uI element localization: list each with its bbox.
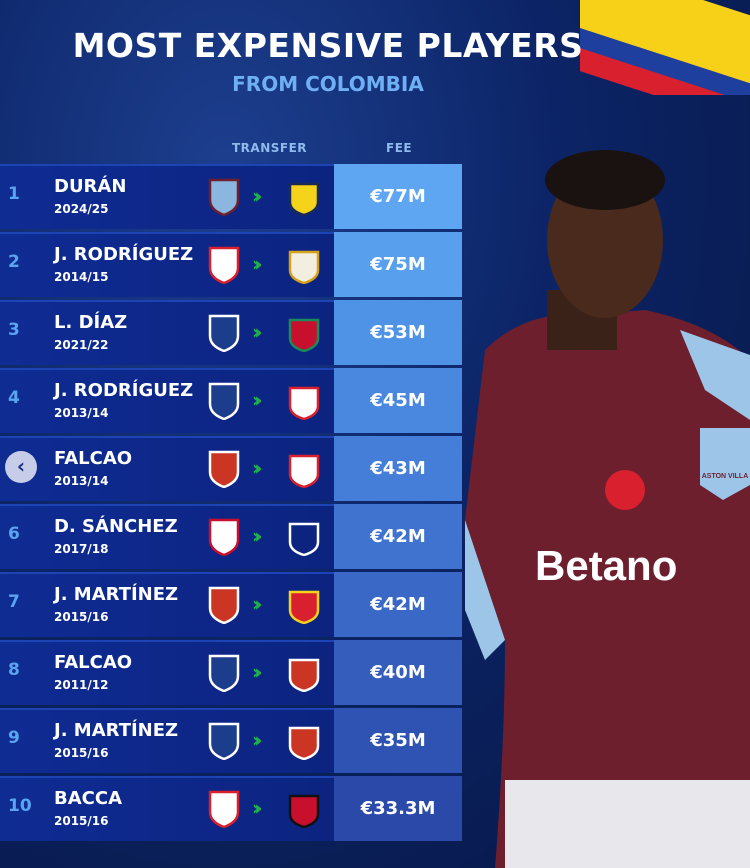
header-fee: FEE xyxy=(386,141,413,155)
to-club-crest-icon xyxy=(288,726,320,760)
transfer-fee: €33.3M xyxy=(334,776,462,841)
rank: 1 xyxy=(8,184,20,204)
transfer-arrow-icon: ›› xyxy=(252,728,263,752)
to-club-crest-icon xyxy=(288,182,320,216)
rank: 10 xyxy=(8,796,32,816)
season: 2021/22 xyxy=(54,338,109,352)
player-name: J. RODRÍGUEZ xyxy=(54,380,194,401)
player-name: J. RODRÍGUEZ xyxy=(54,244,194,265)
back-button[interactable]: ‹ xyxy=(5,451,37,483)
page-title: MOST EXPENSIVE PLAYERS xyxy=(72,26,584,65)
table-row: 4 J. RODRÍGUEZ 2013/14 ›› €45M xyxy=(0,368,462,433)
to-club-crest-icon xyxy=(288,658,320,692)
player-name: FALCAO xyxy=(54,448,133,469)
transfer-fee: €42M xyxy=(334,504,462,569)
row-background xyxy=(0,232,334,297)
transfer-fee: €43M xyxy=(334,436,462,501)
table-row: 7 J. MARTÍNEZ 2015/16 ›› €42M xyxy=(0,572,462,637)
table-row: 2 J. RODRÍGUEZ 2014/15 ›› €75M xyxy=(0,232,462,297)
transfer-arrow-icon: ›› xyxy=(252,456,263,480)
table-row: 5 FALCAO 2013/14 ›› €43M xyxy=(0,436,462,501)
table-row: 3 L. DÍAZ 2021/22 ›› €53M xyxy=(0,300,462,365)
from-club-crest-icon xyxy=(208,450,240,488)
transfer-arrow-icon: ›› xyxy=(252,796,263,820)
transfer-arrow-icon: ›› xyxy=(252,320,263,344)
transfer-fee: €45M xyxy=(334,368,462,433)
rank: 6 xyxy=(8,524,20,544)
header-transfer: TRANSFER xyxy=(232,141,308,155)
to-club-crest-icon xyxy=(288,794,320,828)
transfer-fee: €35M xyxy=(334,708,462,773)
to-club-crest-icon xyxy=(288,318,320,352)
page-subtitle: FROM COLOMBIA xyxy=(232,72,424,96)
from-club-crest-icon xyxy=(208,382,240,420)
from-club-crest-icon xyxy=(208,314,240,352)
season: 2015/16 xyxy=(54,814,109,828)
transfer-fee: €42M xyxy=(334,572,462,637)
table-row: 10 BACCA 2015/16 ›› €33.3M xyxy=(0,776,462,841)
table-row: 9 J. MARTÍNEZ 2015/16 ›› €35M xyxy=(0,708,462,773)
transfer-arrow-icon: ›› xyxy=(252,524,263,548)
rank: 2 xyxy=(8,252,20,272)
player-name: J. MARTÍNEZ xyxy=(54,584,179,605)
season: 2024/25 xyxy=(54,202,109,216)
to-club-crest-icon xyxy=(288,386,320,420)
rank: 8 xyxy=(8,660,20,680)
row-background xyxy=(0,368,334,433)
player-name: D. SÁNCHEZ xyxy=(54,516,178,537)
to-club-crest-icon xyxy=(288,522,320,556)
table-row: 6 D. SÁNCHEZ 2017/18 ›› €42M xyxy=(0,504,462,569)
rank: 3 xyxy=(8,320,20,340)
row-background xyxy=(0,300,334,365)
transfer-arrow-icon: ›› xyxy=(252,184,263,208)
rank: 7 xyxy=(8,592,20,612)
season: 2015/16 xyxy=(54,610,109,624)
row-background xyxy=(0,776,334,841)
row-background xyxy=(0,436,334,501)
from-club-crest-icon xyxy=(208,518,240,556)
table-row: 1 DURÁN 2024/25 ›› €77M xyxy=(0,164,462,229)
row-background xyxy=(0,708,334,773)
to-club-crest-icon xyxy=(288,250,320,284)
season: 2011/12 xyxy=(54,678,109,692)
transfer-arrow-icon: ›› xyxy=(252,660,263,684)
transfer-fee: €75M xyxy=(334,232,462,297)
row-background xyxy=(0,572,334,637)
row-background xyxy=(0,164,334,229)
rank: 9 xyxy=(8,728,20,748)
transfer-fee: €40M xyxy=(334,640,462,705)
transfer-fee: €77M xyxy=(334,164,462,229)
season: 2014/15 xyxy=(54,270,109,284)
player-name: J. MARTÍNEZ xyxy=(54,720,179,741)
row-background xyxy=(0,640,334,705)
transfer-arrow-icon: ›› xyxy=(252,388,263,412)
from-club-crest-icon xyxy=(208,790,240,828)
season: 2015/16 xyxy=(54,746,109,760)
player-name: L. DÍAZ xyxy=(54,312,128,333)
row-background xyxy=(0,504,334,569)
shirt-badge: ASTON VILLA xyxy=(702,473,749,480)
player-name: FALCAO xyxy=(54,652,133,673)
from-club-crest-icon xyxy=(208,654,240,692)
transfer-arrow-icon: ›› xyxy=(252,252,263,276)
from-club-crest-icon xyxy=(208,178,240,216)
season: 2013/14 xyxy=(54,406,109,420)
transfer-fee: €53M xyxy=(334,300,462,365)
rank: 4 xyxy=(8,388,20,408)
player-name: BACCA xyxy=(54,788,123,809)
shirt-sponsor: Betano xyxy=(535,542,677,589)
transfer-arrow-icon: ›› xyxy=(252,592,263,616)
from-club-crest-icon xyxy=(208,586,240,624)
player-name: DURÁN xyxy=(54,176,127,197)
table-row: 8 FALCAO 2011/12 ›› €40M xyxy=(0,640,462,705)
to-club-crest-icon xyxy=(288,454,320,488)
season: 2017/18 xyxy=(54,542,109,556)
player-photo: Betano ASTON VILLA xyxy=(465,150,750,868)
season: 2013/14 xyxy=(54,474,109,488)
to-club-crest-icon xyxy=(288,590,320,624)
from-club-crest-icon xyxy=(208,722,240,760)
from-club-crest-icon xyxy=(208,246,240,284)
